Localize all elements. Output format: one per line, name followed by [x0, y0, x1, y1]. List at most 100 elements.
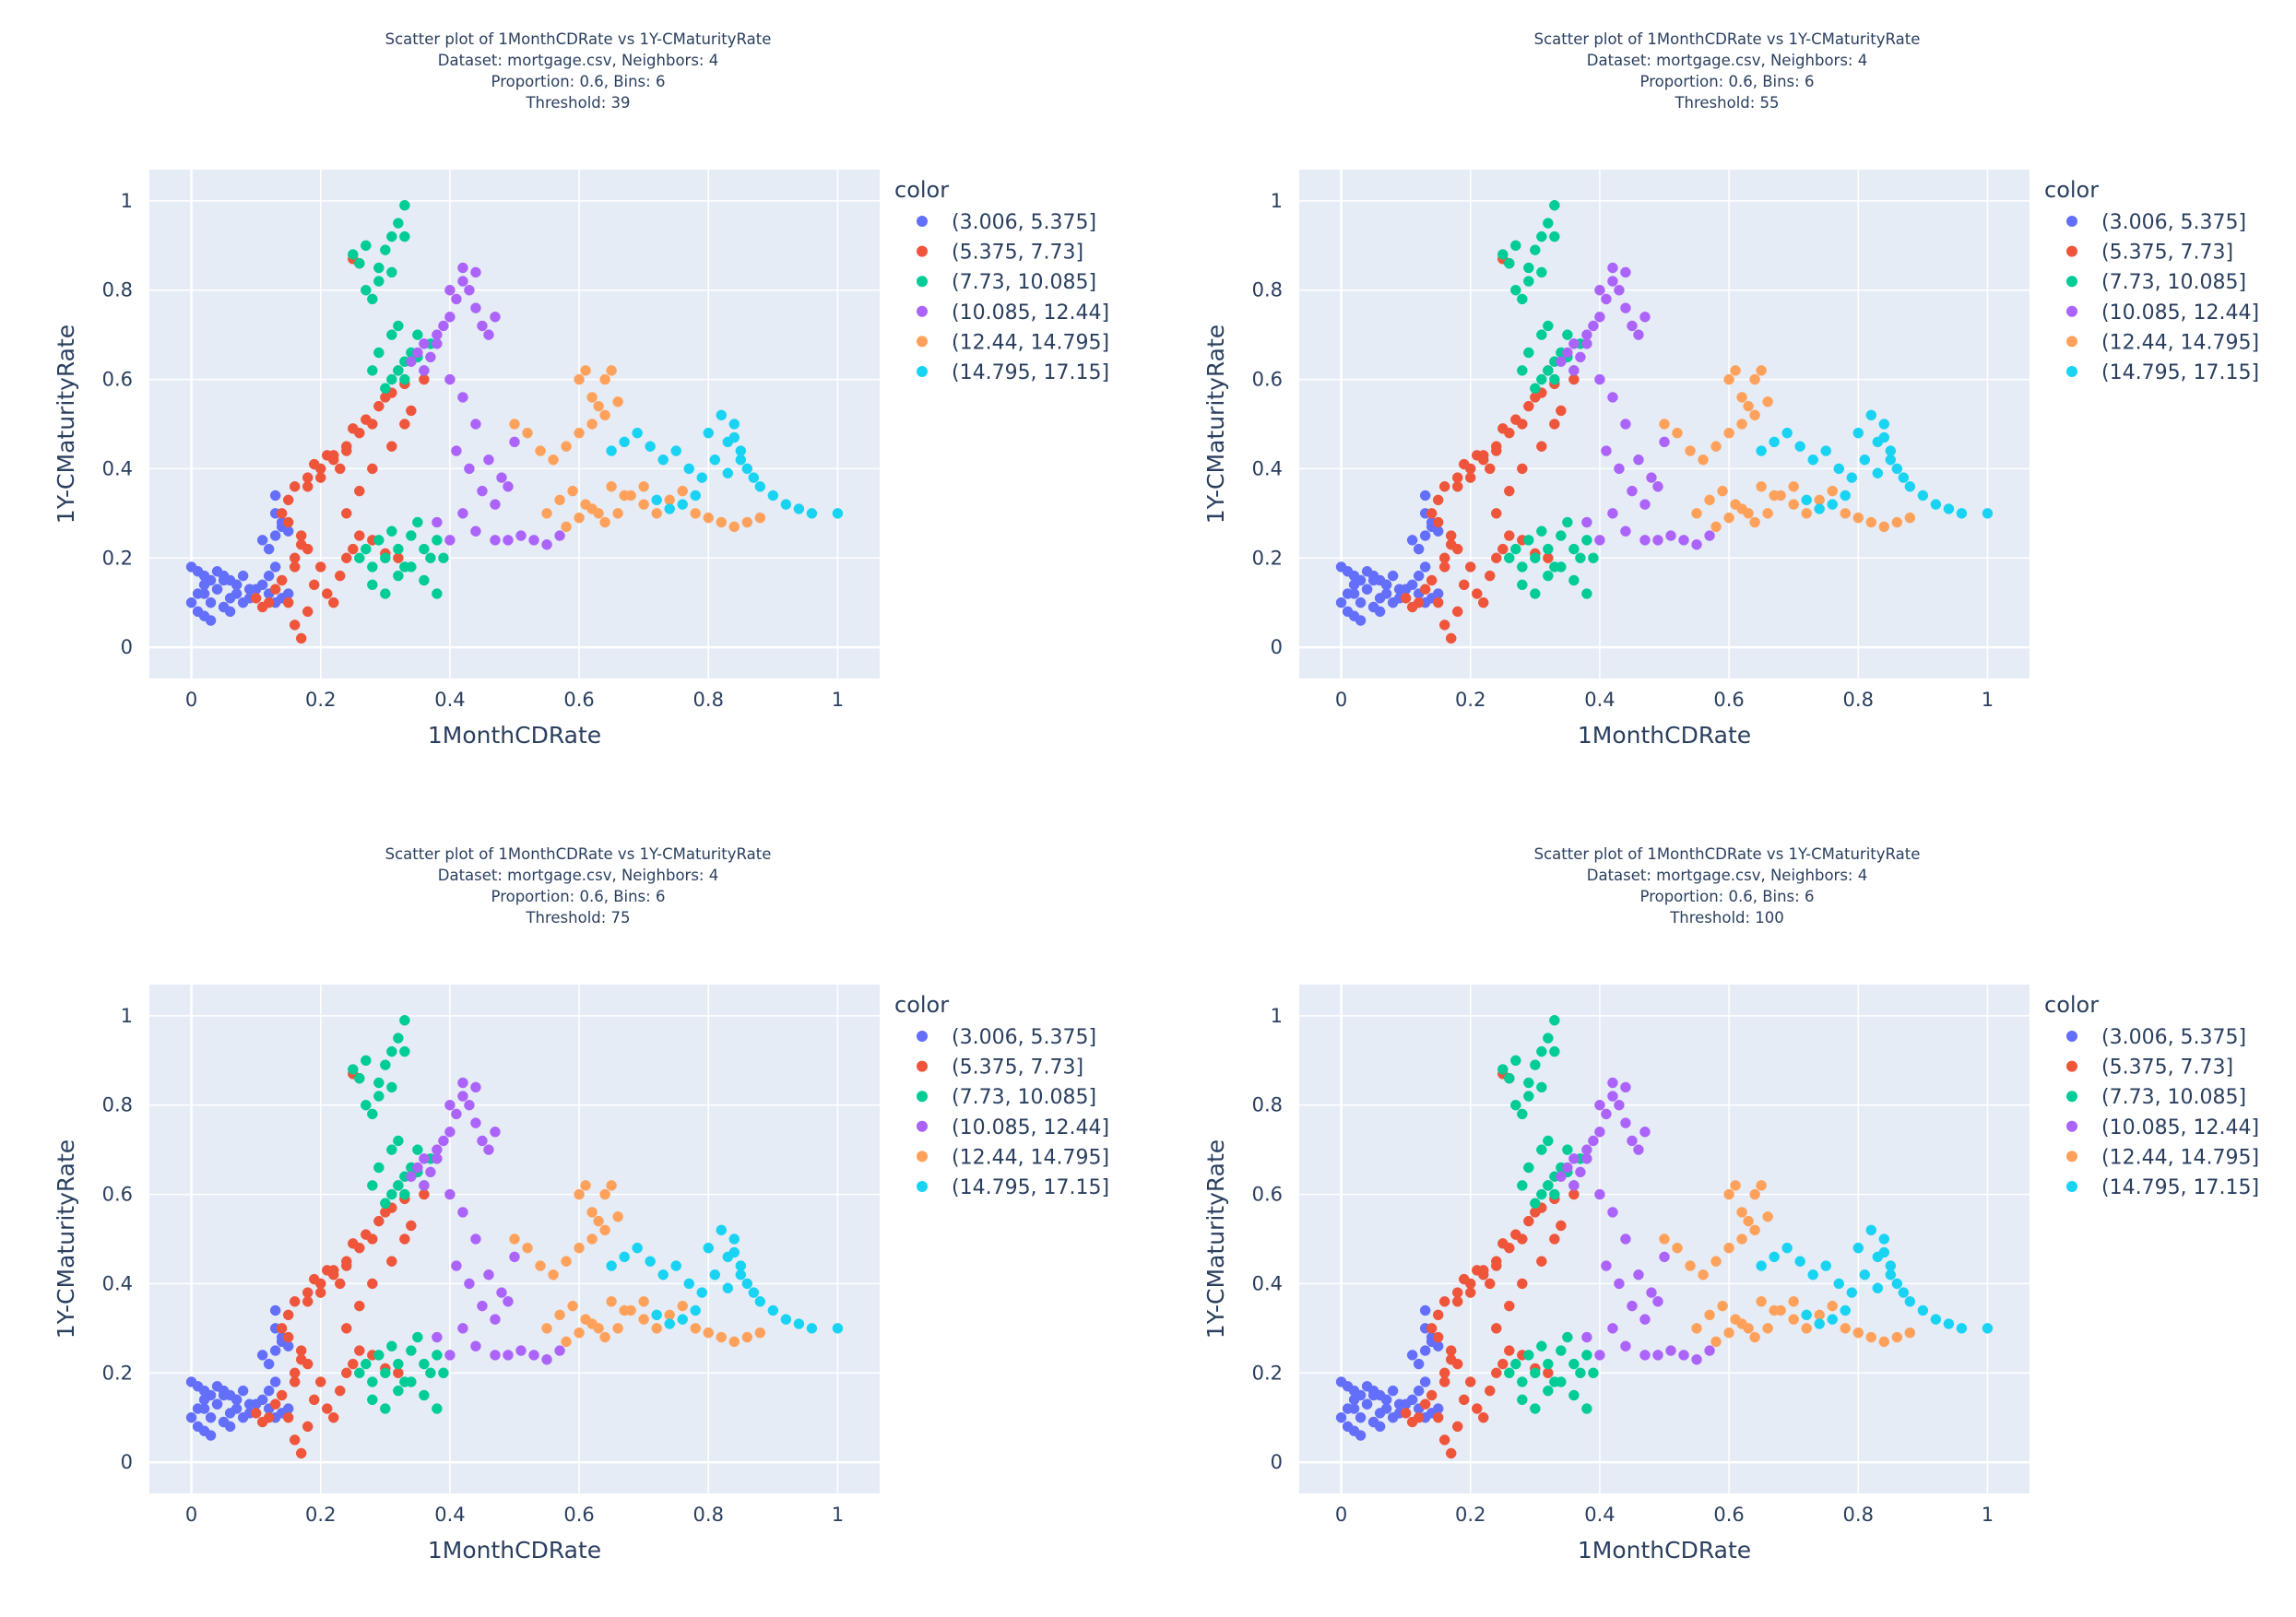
data-point	[1419, 1376, 1431, 1387]
legend-item[interactable]: (7.73, 10.085]	[2066, 271, 2246, 294]
data-point	[354, 1072, 365, 1084]
data-point	[1380, 1403, 1392, 1414]
data-point	[386, 1144, 397, 1155]
chart-panel: Scatter plot of 1MonthCDRate vs 1Y-CMatu…	[1202, 30, 2259, 749]
data-point	[1723, 1327, 1734, 1339]
data-point	[728, 521, 740, 533]
data-point	[399, 373, 410, 385]
data-point	[1594, 1188, 1605, 1200]
data-point	[1355, 596, 1367, 608]
y-tick-label: 0	[121, 636, 133, 658]
data-point	[1659, 1251, 1670, 1263]
data-point	[256, 535, 268, 546]
legend-item[interactable]: (7.73, 10.085]	[917, 271, 1096, 294]
data-point	[425, 1166, 436, 1178]
data-point	[1620, 1340, 1631, 1351]
data-point	[282, 1403, 294, 1414]
data-point	[1432, 516, 1444, 528]
data-point	[477, 485, 488, 497]
legend-item[interactable]: (12.44, 14.795]	[917, 331, 1109, 354]
data-point	[256, 579, 268, 591]
data-point	[308, 579, 320, 591]
data-point	[451, 1260, 462, 1271]
data-point	[224, 606, 236, 618]
legend-item[interactable]: (10.085, 12.44]	[917, 301, 1109, 325]
data-point	[1769, 1251, 1780, 1263]
data-point	[1543, 543, 1554, 555]
data-point	[638, 499, 649, 510]
data-point	[1355, 1430, 1367, 1441]
legend-item[interactable]: (14.795, 17.15]	[917, 1176, 1109, 1199]
data-point	[1406, 1416, 1418, 1428]
data-point	[386, 525, 397, 537]
data-point	[1562, 329, 1573, 340]
data-point	[438, 1367, 449, 1379]
x-axis-title: 1MonthCDRate	[428, 722, 601, 749]
data-point	[735, 1260, 747, 1271]
data-point	[373, 1215, 385, 1227]
legend-item[interactable]: (5.375, 7.73]	[2066, 1056, 2233, 1080]
data-point	[696, 472, 708, 483]
data-point	[574, 512, 585, 524]
data-point	[432, 516, 443, 528]
data-point	[1471, 450, 1483, 461]
data-point	[1536, 230, 1547, 242]
legend-item[interactable]: (14.795, 17.15]	[2066, 361, 2259, 384]
data-point	[541, 1353, 552, 1365]
data-point	[1639, 312, 1651, 323]
data-point	[1756, 1260, 1767, 1271]
data-point	[1432, 1331, 1444, 1343]
x-tick-label: 0.4	[434, 1504, 465, 1526]
data-point	[1846, 1287, 1858, 1298]
legend-item[interactable]: (14.795, 17.15]	[2066, 1176, 2259, 1199]
data-point	[373, 535, 385, 546]
data-point	[412, 1331, 423, 1343]
legend-item[interactable]: (7.73, 10.085]	[2066, 1086, 2246, 1109]
data-point	[599, 373, 610, 385]
legend-item[interactable]: (10.085, 12.44]	[2066, 301, 2259, 325]
legend-label: (5.375, 7.73]	[952, 242, 1083, 265]
data-point	[567, 1300, 578, 1312]
data-point	[1736, 1207, 1747, 1218]
legend-item[interactable]: (12.44, 14.795]	[2066, 331, 2259, 354]
data-point	[457, 1323, 468, 1334]
legend-item[interactable]: (14.795, 17.15]	[917, 361, 1109, 384]
legend-item[interactable]: (12.44, 14.795]	[2066, 1146, 2259, 1169]
data-point	[599, 516, 610, 528]
legend-item[interactable]: (3.006, 5.375]	[2066, 1026, 2246, 1049]
data-point	[1355, 615, 1367, 626]
legend-item[interactable]: (5.375, 7.73]	[917, 242, 1083, 265]
data-point	[1956, 1323, 1968, 1334]
data-point	[354, 485, 365, 497]
legend-item[interactable]: (3.006, 5.375]	[2066, 211, 2246, 234]
data-point	[464, 284, 475, 296]
legend-label: (7.73, 10.085]	[2101, 1086, 2246, 1109]
data-point	[380, 244, 391, 255]
legend-label: (7.73, 10.085]	[2101, 271, 2246, 294]
data-point	[1510, 284, 1521, 296]
data-point	[211, 584, 223, 595]
data-point	[321, 588, 333, 599]
data-point	[1594, 312, 1605, 323]
legend-item[interactable]: (5.375, 7.73]	[917, 1056, 1083, 1080]
legend-item[interactable]: (5.375, 7.73]	[2066, 242, 2233, 265]
data-point	[1543, 365, 1554, 376]
x-tick-label: 1	[832, 689, 844, 711]
data-point	[250, 1408, 262, 1419]
data-point	[1426, 508, 1438, 519]
legend-item[interactable]: (10.085, 12.44]	[2066, 1116, 2259, 1139]
data-point	[586, 1233, 598, 1245]
data-point	[276, 1323, 288, 1334]
data-point	[302, 1296, 314, 1307]
data-point	[276, 1389, 288, 1401]
data-point	[1438, 1434, 1450, 1446]
legend-item[interactable]: (12.44, 14.795]	[917, 1146, 1109, 1169]
data-point	[1438, 481, 1450, 492]
data-point	[399, 1045, 410, 1057]
legend-item[interactable]: (3.006, 5.375]	[917, 1026, 1096, 1049]
data-point	[419, 1153, 430, 1164]
legend-item[interactable]: (7.73, 10.085]	[917, 1086, 1096, 1109]
data-point	[1646, 1287, 1657, 1298]
legend-item[interactable]: (3.006, 5.375]	[917, 211, 1096, 234]
legend-item[interactable]: (10.085, 12.44]	[917, 1116, 1109, 1139]
